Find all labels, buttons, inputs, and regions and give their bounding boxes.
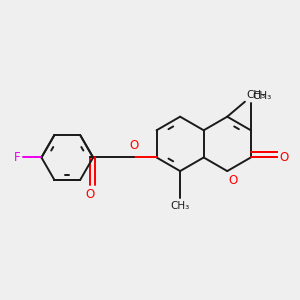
- Text: O: O: [130, 139, 139, 152]
- Text: O: O: [279, 151, 289, 164]
- Text: O: O: [228, 174, 237, 187]
- Text: CH₃: CH₃: [247, 90, 266, 100]
- Text: CH₃: CH₃: [170, 201, 190, 211]
- Text: CH₃: CH₃: [253, 91, 272, 101]
- Text: F: F: [14, 151, 21, 164]
- Text: O: O: [85, 188, 94, 201]
